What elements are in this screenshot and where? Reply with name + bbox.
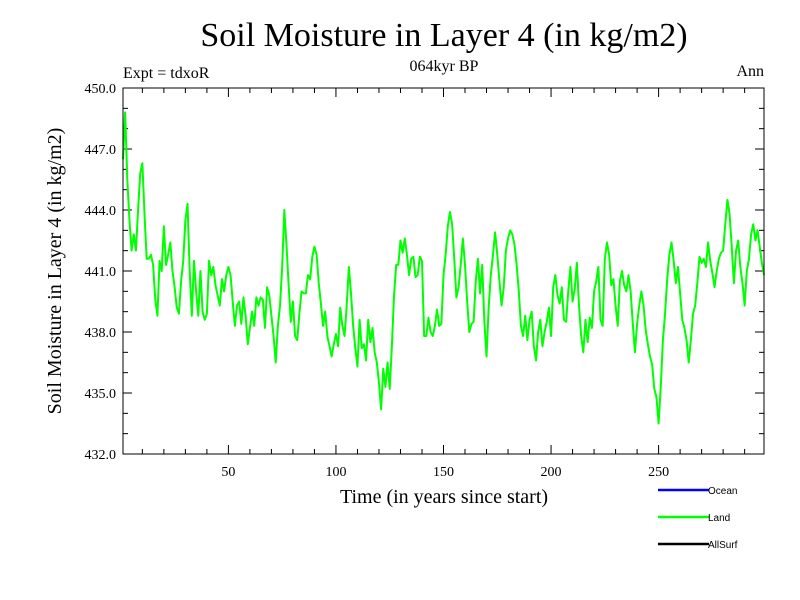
x-axis-label: Time (in years since start) [340, 486, 548, 508]
x-tick-label: 150 [433, 465, 454, 480]
chart-title: Soil Moisture in Layer 4 (in kg/m2) [200, 17, 687, 54]
y-tick-label: 444.0 [85, 204, 117, 219]
series-layer [122, 111, 765, 425]
y-tick-label: 450.0 [85, 82, 117, 97]
chart-subtitle: 064kyr BP [410, 58, 479, 75]
tick-labels: 432.0 435.0 438.0 441.0 444.0 447.0 450.0 50 100… [85, 82, 670, 480]
y-tick-label: 441.0 [85, 265, 117, 280]
x-tick-label: 100 [325, 465, 346, 480]
experiment-label: Expt = tdxoR [123, 65, 210, 82]
y-tick-label: 438.0 [85, 326, 117, 341]
x-tick-label: 50 [221, 465, 235, 480]
plot-frame [122, 87, 765, 455]
y-tick-label: 432.0 [85, 448, 117, 463]
y-tick-label: 447.0 [85, 143, 117, 158]
y-tick-label: 435.0 [85, 387, 117, 402]
legend-label-allsurf: AllSurf [708, 540, 738, 551]
legend-label-ocean: Ocean [708, 486, 737, 497]
legend: Ocean Land AllSurf [658, 486, 738, 551]
series-line-land [122, 111, 765, 425]
legend-label-land: Land [708, 513, 730, 524]
season-label: Ann [736, 63, 764, 80]
x-tick-label: 200 [541, 465, 562, 480]
x-tick-label: 250 [648, 465, 669, 480]
y-axis-label: Soil Moisture in Layer 4 (in kg/m2) [44, 128, 66, 415]
